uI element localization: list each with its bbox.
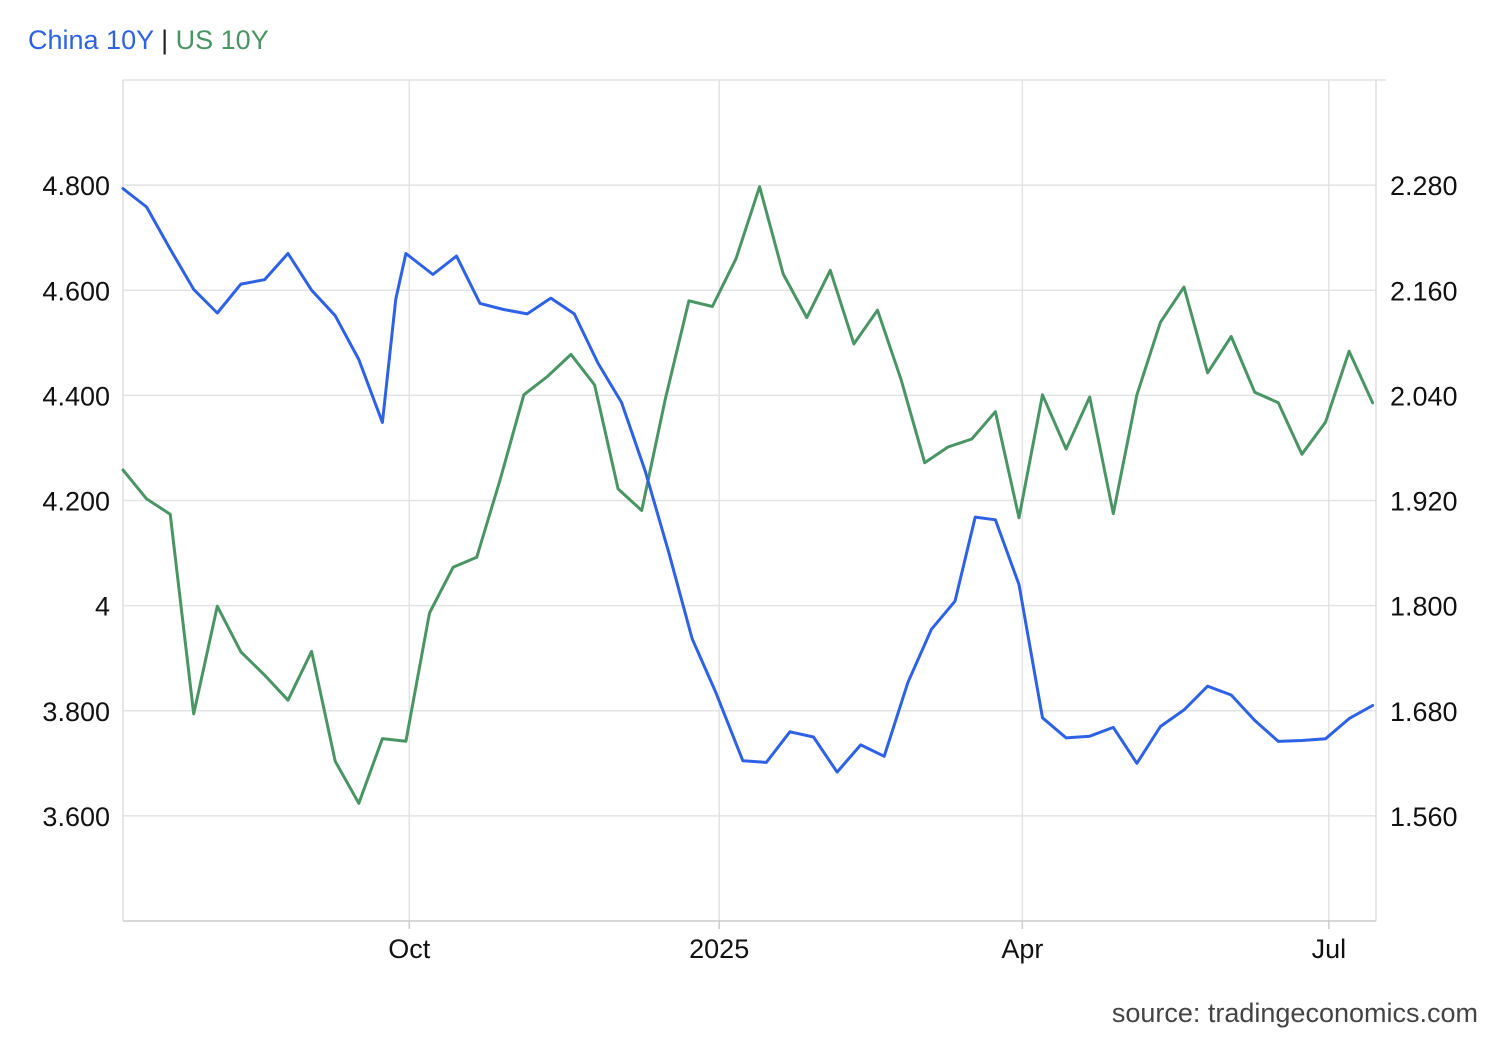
y-left-tick-label: 4.400 <box>42 381 110 411</box>
y-left-tick-label: 4.800 <box>42 171 110 201</box>
y-right-tick-label: 1.560 <box>1390 802 1458 832</box>
y-left-tick-label: 4.200 <box>42 487 110 517</box>
x-tick-label: 2025 <box>689 934 749 964</box>
us-10y-line <box>121 185 1375 805</box>
y-right-tick-label: 1.680 <box>1390 697 1458 727</box>
y-right-tick-label: 1.800 <box>1390 592 1458 622</box>
x-tick-label: Oct <box>388 934 431 964</box>
legend-china-10y[interactable]: China 10Y <box>28 25 154 55</box>
y-left-tick-label: 3.600 <box>42 802 110 832</box>
y-right-tick-label: 2.280 <box>1390 171 1458 201</box>
y-right-tick-label: 1.920 <box>1390 487 1458 517</box>
y-right-tick-label: 2.040 <box>1390 381 1458 411</box>
legend-us-10y[interactable]: US 10Y <box>175 25 269 55</box>
y-left-tick-label: 4.600 <box>42 276 110 306</box>
china-10y-line <box>121 187 1375 774</box>
y-right-tick-label: 2.160 <box>1390 276 1458 306</box>
legend-separator: | <box>161 25 169 55</box>
x-tick-label: Jul <box>1312 934 1347 964</box>
source-credit: source: tradingeconomics.com <box>1111 998 1478 1028</box>
chart-legend: China 10Y | US 10Y <box>28 22 269 58</box>
y-left-tick-label: 3.800 <box>42 697 110 727</box>
x-tick-label: Apr <box>1001 934 1043 964</box>
y-left-tick-label: 4 <box>95 592 110 622</box>
